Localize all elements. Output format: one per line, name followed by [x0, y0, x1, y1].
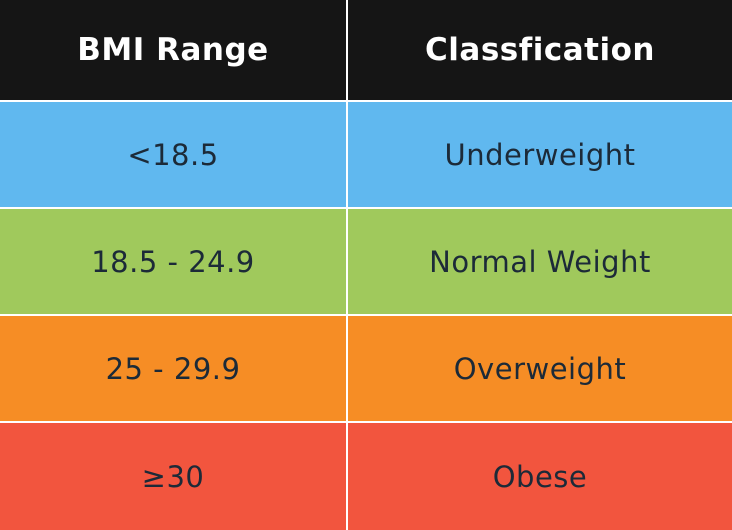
classification-cell-normal: Normal Weight — [348, 209, 732, 316]
header-classification: Classfication — [348, 0, 732, 102]
classification-cell-underweight: Underweight — [348, 102, 732, 209]
range-cell-overweight: 25 - 29.9 — [0, 316, 348, 423]
header-bmi-range: BMI Range — [0, 0, 348, 102]
classification-cell-obese: Obese — [348, 423, 732, 530]
range-cell-normal: 18.5 - 24.9 — [0, 209, 348, 316]
classification-cell-overweight: Overweight — [348, 316, 732, 423]
range-cell-underweight: <18.5 — [0, 102, 348, 209]
range-cell-obese: ≥30 — [0, 423, 348, 530]
